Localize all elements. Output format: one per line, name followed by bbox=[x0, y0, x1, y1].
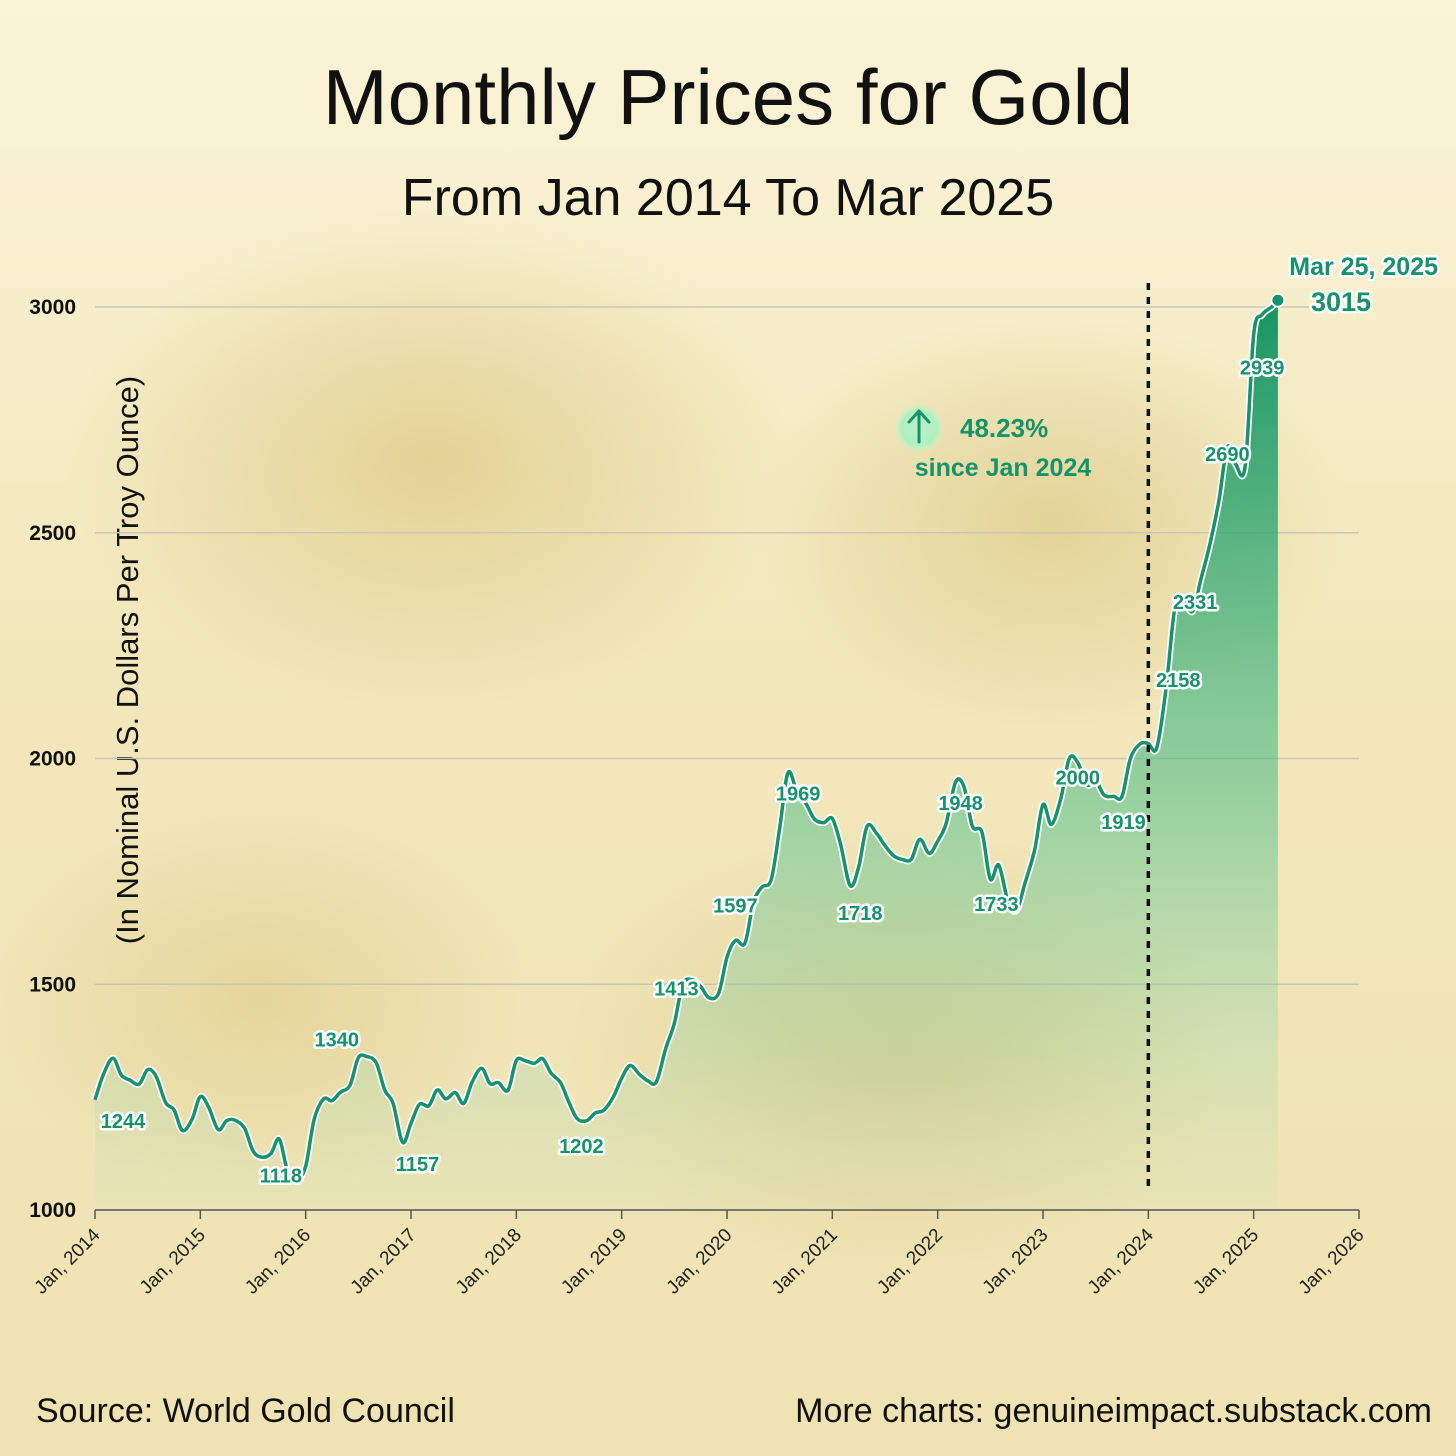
x-tick-label: Jan, 2024 bbox=[1084, 1224, 1158, 1298]
chart-subtitle: From Jan 2014 To Mar 2025 bbox=[401, 169, 1055, 227]
increase-since-label: since Jan 2024 bbox=[915, 454, 1092, 482]
data-label: 1413 bbox=[654, 979, 699, 1001]
chart-title: Monthly Prices for Gold bbox=[322, 53, 1134, 141]
increase-percent: 48.23% bbox=[960, 413, 1048, 443]
label-layer: 1244 1118 1340 1157 1202 1413 1597 1969 1718 1948… bbox=[98, 251, 1440, 1191]
data-label: 1340 bbox=[315, 1029, 360, 1051]
end-point-marker bbox=[1270, 292, 1286, 308]
data-label: 1157 bbox=[396, 1154, 439, 1176]
data-label: 2158 bbox=[1156, 670, 1201, 692]
area-layer bbox=[91, 283, 1281, 1210]
x-tick-label: Jan, 2025 bbox=[1189, 1225, 1263, 1299]
x-tick-label: Jan, 2015 bbox=[136, 1225, 210, 1299]
x-tick-label: Jan, 2017 bbox=[347, 1225, 421, 1299]
data-label: 1718 bbox=[838, 903, 883, 925]
x-tick-label: Jan, 2014 bbox=[31, 1224, 105, 1298]
x-tick-label: Jan, 2023 bbox=[979, 1225, 1053, 1299]
up-arrow-icon bbox=[907, 409, 931, 444]
data-label: 2939 bbox=[1240, 358, 1285, 380]
x-tick-label: Jan, 2026 bbox=[1295, 1225, 1369, 1299]
data-label: 1969 bbox=[776, 783, 821, 805]
annotation-layer: 48.23% since Jan 2024 bbox=[894, 403, 1091, 482]
data-label: 1948 bbox=[938, 793, 983, 815]
data-label: 1118 bbox=[260, 1166, 302, 1188]
data-label: 1244 bbox=[101, 1111, 146, 1133]
data-label: 1202 bbox=[559, 1136, 604, 1158]
x-tick-label: Jan, 2019 bbox=[557, 1225, 631, 1299]
price-line bbox=[93, 299, 1280, 1182]
y-tick-label: 2000 bbox=[29, 748, 76, 771]
more-charts-link[interactable]: More charts: genuineimpact.substack.com bbox=[795, 1392, 1432, 1430]
x-tick-label: Jan, 2018 bbox=[452, 1225, 526, 1299]
x-tick-label: Jan, 2022 bbox=[873, 1225, 947, 1299]
end-value-label: 3015 bbox=[1311, 287, 1371, 317]
x-tick-label: Jan, 2020 bbox=[663, 1225, 737, 1299]
x-tick-label: Jan, 2016 bbox=[241, 1225, 315, 1299]
data-label: 1733 bbox=[974, 894, 1019, 916]
y-tick-label: 2500 bbox=[29, 522, 76, 545]
data-label: 2331 bbox=[1173, 592, 1218, 614]
y-tick-label: 1500 bbox=[29, 973, 76, 996]
y-tick-label: 1000 bbox=[29, 1199, 76, 1222]
data-label: 2690 bbox=[1205, 444, 1250, 466]
price-area-fill bbox=[95, 300, 1278, 1210]
data-label: 1919 bbox=[1101, 812, 1146, 834]
data-label: 2000 bbox=[1056, 768, 1101, 790]
y-tick-label: 3000 bbox=[29, 296, 76, 319]
end-date-label: Mar 25, 2025 bbox=[1289, 253, 1438, 281]
x-tick-label: Jan, 2021 bbox=[768, 1225, 842, 1299]
data-label: 1597 bbox=[713, 895, 758, 917]
source-note: Source: World Gold Council bbox=[36, 1392, 455, 1430]
